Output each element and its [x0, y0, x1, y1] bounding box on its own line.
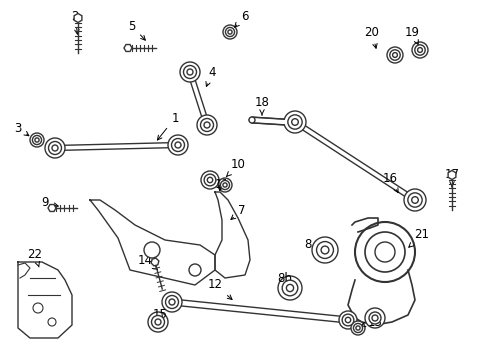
Circle shape — [52, 145, 58, 151]
Circle shape — [392, 53, 397, 57]
Circle shape — [338, 311, 356, 329]
Circle shape — [35, 138, 39, 142]
Text: 16: 16 — [382, 171, 397, 193]
Circle shape — [355, 326, 359, 330]
Circle shape — [175, 142, 181, 148]
Text: 9: 9 — [41, 197, 58, 210]
Circle shape — [171, 139, 184, 152]
Text: 2: 2 — [71, 9, 79, 34]
Circle shape — [225, 27, 234, 37]
Circle shape — [371, 315, 377, 321]
Circle shape — [151, 315, 164, 328]
Circle shape — [282, 280, 297, 296]
Circle shape — [207, 177, 212, 183]
Circle shape — [342, 314, 353, 326]
Circle shape — [386, 47, 402, 63]
Circle shape — [143, 242, 160, 258]
Circle shape — [284, 111, 305, 133]
Circle shape — [48, 141, 61, 154]
Circle shape — [321, 246, 328, 254]
Circle shape — [316, 242, 333, 258]
Text: 19: 19 — [404, 26, 419, 45]
Circle shape — [311, 237, 337, 263]
Circle shape — [417, 48, 422, 53]
Circle shape — [286, 284, 293, 292]
Circle shape — [227, 30, 232, 34]
Circle shape — [407, 193, 421, 207]
Text: 4: 4 — [205, 66, 215, 86]
Circle shape — [45, 138, 65, 158]
Circle shape — [364, 308, 384, 328]
Text: 7: 7 — [230, 203, 245, 220]
Text: 13: 13 — [360, 315, 382, 328]
Circle shape — [353, 323, 362, 333]
Text: 8b: 8b — [277, 271, 294, 287]
Circle shape — [180, 62, 200, 82]
Circle shape — [354, 222, 414, 282]
Circle shape — [364, 232, 404, 272]
Circle shape — [411, 197, 417, 203]
Polygon shape — [215, 192, 249, 278]
Circle shape — [223, 25, 237, 39]
Circle shape — [30, 133, 44, 147]
Text: 6: 6 — [234, 9, 248, 27]
Circle shape — [165, 296, 178, 309]
Polygon shape — [55, 143, 178, 150]
Circle shape — [220, 180, 229, 190]
Text: 22: 22 — [27, 248, 42, 267]
Circle shape — [197, 115, 217, 135]
Circle shape — [389, 50, 399, 60]
Text: 14: 14 — [137, 253, 157, 270]
Circle shape — [201, 171, 219, 189]
Circle shape — [368, 312, 380, 324]
Text: 3: 3 — [14, 122, 29, 136]
Text: 21: 21 — [408, 229, 428, 247]
Circle shape — [278, 276, 302, 300]
Polygon shape — [293, 120, 415, 202]
Text: 17: 17 — [444, 168, 459, 187]
Circle shape — [248, 117, 254, 123]
Circle shape — [203, 122, 209, 128]
Text: 18: 18 — [254, 96, 269, 115]
Circle shape — [186, 69, 193, 75]
Circle shape — [155, 319, 161, 325]
Text: 12: 12 — [207, 279, 232, 300]
Circle shape — [218, 178, 231, 192]
Text: 10: 10 — [226, 158, 245, 176]
Text: 11: 11 — [214, 179, 229, 192]
Circle shape — [32, 135, 41, 145]
Circle shape — [203, 174, 215, 186]
Circle shape — [345, 317, 350, 323]
Circle shape — [200, 118, 213, 131]
Text: 20: 20 — [364, 26, 379, 48]
Circle shape — [162, 292, 182, 312]
Circle shape — [291, 119, 298, 125]
Text: 8: 8 — [304, 238, 323, 253]
Circle shape — [183, 66, 196, 78]
Circle shape — [169, 299, 175, 305]
Polygon shape — [90, 200, 215, 285]
Circle shape — [374, 242, 394, 262]
Circle shape — [148, 312, 168, 332]
Text: 1: 1 — [157, 112, 179, 140]
Text: 5: 5 — [128, 19, 145, 40]
Text: 15: 15 — [152, 309, 167, 321]
Polygon shape — [18, 262, 72, 338]
Circle shape — [350, 321, 364, 335]
Circle shape — [223, 183, 226, 187]
Circle shape — [411, 42, 427, 58]
Polygon shape — [171, 299, 347, 323]
Circle shape — [287, 115, 302, 129]
Circle shape — [403, 189, 425, 211]
Circle shape — [189, 264, 201, 276]
Polygon shape — [187, 71, 209, 126]
Circle shape — [168, 135, 187, 155]
Circle shape — [414, 45, 425, 55]
